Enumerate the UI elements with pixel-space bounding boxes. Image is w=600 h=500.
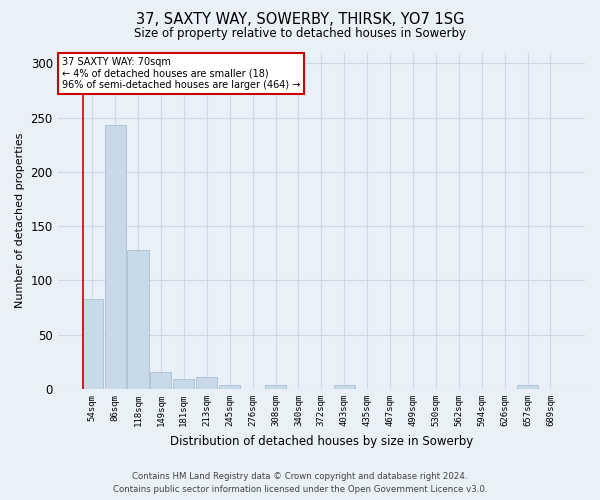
X-axis label: Distribution of detached houses by size in Sowerby: Distribution of detached houses by size … [170,434,473,448]
Bar [219,384,240,389]
Bar [173,380,194,389]
Text: 37, SAXTY WAY, SOWERBY, THIRSK, YO7 1SG: 37, SAXTY WAY, SOWERBY, THIRSK, YO7 1SG [136,12,464,28]
Text: Contains HM Land Registry data © Crown copyright and database right 2024.
Contai: Contains HM Land Registry data © Crown c… [113,472,487,494]
Bar [104,125,125,389]
Bar [82,299,103,389]
Bar [151,372,172,389]
Y-axis label: Number of detached properties: Number of detached properties [15,133,25,308]
Bar [196,377,217,389]
Text: Size of property relative to detached houses in Sowerby: Size of property relative to detached ho… [134,28,466,40]
Bar [127,250,149,389]
Bar [265,384,286,389]
Bar [334,384,355,389]
Bar [517,384,538,389]
Text: 37 SAXTY WAY: 70sqm
← 4% of detached houses are smaller (18)
96% of semi-detache: 37 SAXTY WAY: 70sqm ← 4% of detached hou… [62,56,300,90]
